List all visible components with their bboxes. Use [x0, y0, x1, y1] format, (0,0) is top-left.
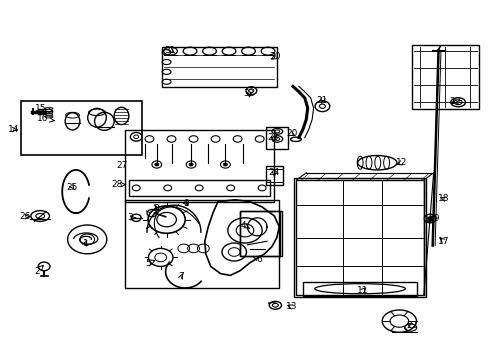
- Text: 23: 23: [268, 133, 279, 142]
- Bar: [162, 47, 277, 87]
- Text: 31: 31: [165, 46, 176, 55]
- Text: 11: 11: [357, 287, 368, 295]
- Circle shape: [189, 163, 193, 166]
- Text: 21: 21: [317, 96, 328, 105]
- Text: 15: 15: [35, 104, 53, 113]
- Circle shape: [155, 163, 159, 166]
- Bar: [129, 180, 270, 196]
- Bar: [294, 178, 426, 297]
- Bar: [125, 200, 279, 288]
- Bar: [240, 211, 280, 256]
- Circle shape: [428, 217, 433, 220]
- Text: 13: 13: [286, 302, 297, 311]
- Text: 32: 32: [243, 89, 255, 98]
- Text: 1: 1: [83, 238, 89, 248]
- Text: 25: 25: [67, 183, 78, 192]
- Text: 8: 8: [152, 204, 159, 213]
- Text: 19: 19: [429, 214, 441, 223]
- Text: 20: 20: [286, 129, 297, 138]
- Bar: [21, 101, 142, 155]
- Bar: [240, 211, 282, 256]
- Circle shape: [223, 163, 227, 166]
- Text: 18: 18: [438, 194, 450, 203]
- Text: 10: 10: [423, 216, 435, 225]
- Bar: [125, 130, 274, 202]
- Text: 4: 4: [241, 220, 249, 230]
- Text: 27: 27: [117, 161, 128, 170]
- Text: 26: 26: [20, 212, 31, 221]
- Bar: [303, 282, 417, 296]
- Text: 3: 3: [127, 213, 136, 222]
- Text: 29: 29: [449, 97, 461, 106]
- Text: 24: 24: [269, 168, 280, 177]
- Text: 9: 9: [183, 199, 189, 208]
- Bar: [412, 45, 479, 109]
- Text: 2: 2: [34, 265, 43, 276]
- Bar: [296, 180, 424, 295]
- Bar: [266, 166, 283, 185]
- Text: 12: 12: [396, 158, 408, 167]
- Text: 5: 5: [145, 259, 155, 268]
- Text: 17: 17: [438, 237, 450, 246]
- Text: 7: 7: [178, 272, 184, 281]
- Text: 30: 30: [270, 52, 281, 61]
- Text: 14: 14: [8, 125, 20, 134]
- Text: 6: 6: [253, 255, 263, 264]
- Bar: [266, 127, 288, 149]
- Text: 16: 16: [37, 114, 54, 123]
- Text: 22: 22: [406, 321, 417, 330]
- Text: 28: 28: [111, 180, 125, 189]
